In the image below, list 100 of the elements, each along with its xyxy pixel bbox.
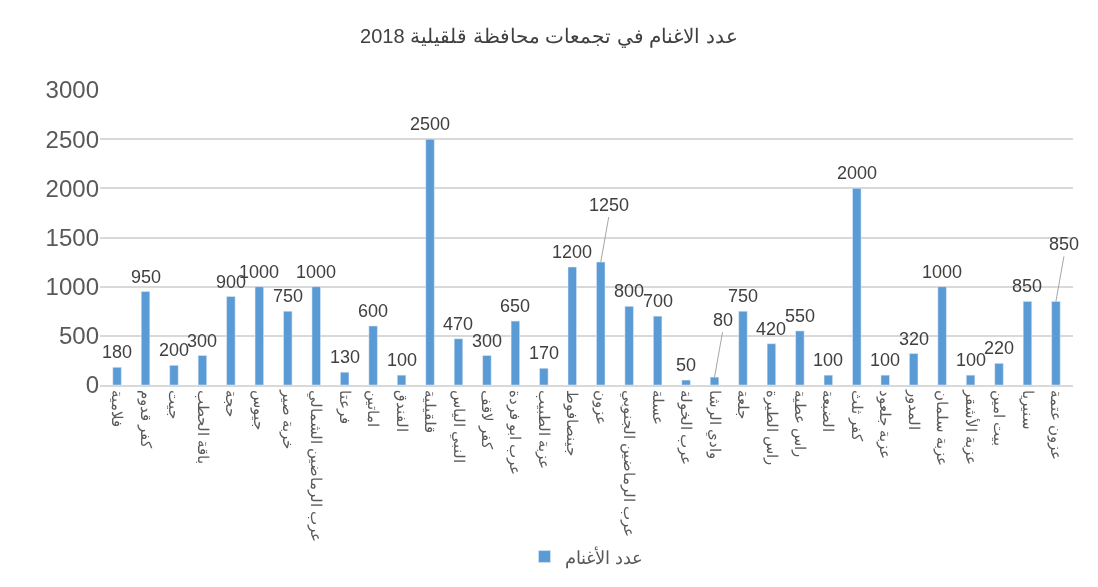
- data-label: 220: [984, 338, 1015, 358]
- bar: [340, 371, 350, 385]
- x-tick-label: جيت: [166, 390, 184, 419]
- bar: [169, 365, 179, 385]
- data-label: 950: [131, 267, 162, 287]
- data-label: 700: [643, 291, 674, 311]
- data-label: 1200: [552, 242, 593, 262]
- bar: [596, 261, 606, 385]
- x-tick-label: المدور: [904, 389, 923, 430]
- x-tick-label: جلعة: [735, 390, 753, 419]
- bar: [482, 355, 492, 385]
- y-tick-label: 1000: [45, 273, 99, 301]
- data-label: 1000: [922, 262, 963, 282]
- data-label: 300: [472, 331, 503, 351]
- data-label: 750: [273, 286, 304, 306]
- bar: [397, 374, 407, 385]
- data-label: 200: [159, 340, 190, 360]
- x-tick-label: فلامية: [109, 390, 127, 427]
- x-tick-label: راس الطيرة: [762, 390, 781, 466]
- bar: [710, 376, 720, 385]
- x-tick-label: الضبعة: [820, 390, 838, 432]
- x-tick-label: عزون عتمة: [1047, 390, 1066, 461]
- bar: [197, 355, 207, 385]
- bar: [823, 374, 833, 385]
- data-label: 130: [330, 347, 361, 367]
- bar: [141, 291, 151, 385]
- x-tick-label: سنيريا: [1018, 390, 1037, 430]
- bar: [624, 306, 634, 385]
- x-tick-label: عزون: [591, 390, 610, 425]
- y-tick-label: 3000: [45, 76, 99, 104]
- bar: [966, 374, 976, 385]
- bar: [738, 311, 748, 385]
- bar: [766, 343, 776, 385]
- data-label: 650: [500, 296, 531, 316]
- x-tick-label: خربة صير: [278, 389, 297, 450]
- data-label: 800: [614, 281, 645, 301]
- x-tick-label: فرعتا: [335, 390, 354, 424]
- x-tick-label: كفر لاقف: [478, 390, 497, 451]
- bar: [254, 286, 264, 385]
- bar: [937, 286, 947, 385]
- data-label: 180: [102, 342, 133, 362]
- x-tick-label: جينصافوط: [563, 390, 582, 456]
- bar: [852, 188, 862, 385]
- data-label: 420: [756, 319, 787, 339]
- chart-title: عدد الاغنام في تجمعات محافظة قلقيلية 2018: [360, 25, 738, 49]
- bar: [510, 320, 520, 385]
- bar: [226, 296, 236, 385]
- data-label: 750: [728, 286, 759, 306]
- bar: [425, 138, 435, 385]
- bar: [1022, 301, 1032, 385]
- bar: [909, 353, 919, 385]
- x-tick-label: النبي الياس: [449, 390, 468, 464]
- y-tick-label: 0: [85, 371, 99, 399]
- x-tick-label: قلقيلية: [422, 390, 440, 433]
- bar: [681, 379, 691, 385]
- bar: [311, 286, 321, 385]
- bar: [368, 325, 378, 385]
- x-tick-label: راس عطية: [791, 390, 810, 458]
- data-label: 1250: [589, 195, 630, 215]
- y-tick-label: 500: [58, 322, 99, 350]
- x-tick-label: الفندق: [392, 390, 411, 432]
- data-label: 170: [529, 343, 560, 363]
- data-label: 550: [785, 306, 816, 326]
- data-label: 320: [899, 329, 930, 349]
- x-tick-label: اماتين: [364, 390, 383, 427]
- bar: [994, 363, 1004, 385]
- y-tick-label: 1500: [45, 223, 99, 251]
- x-tick-label: حجة: [222, 390, 240, 417]
- x-tick-label: عسلة: [649, 390, 667, 425]
- data-label: 100: [870, 350, 901, 370]
- data-label: 1000: [296, 262, 337, 282]
- data-label: 850: [1049, 234, 1080, 254]
- x-tick-label: وادي الرشا: [705, 390, 724, 460]
- data-label: 850: [1012, 276, 1043, 296]
- x-tick-label: جيوس: [250, 390, 269, 430]
- bar: [283, 311, 293, 385]
- x-tick-label: عزبة جلعود: [876, 390, 895, 460]
- bar: [1051, 301, 1061, 385]
- x-tick-label: عزبة الأشقر: [961, 389, 980, 466]
- bar: [112, 367, 122, 385]
- x-tick-label: باقة الحطب: [194, 390, 212, 465]
- data-label: 2000: [837, 163, 878, 183]
- bar: [880, 374, 890, 385]
- y-tick-label: 2500: [45, 125, 99, 153]
- x-tick-label: كفر قدوم: [136, 390, 155, 450]
- x-tick-label: كفر ثلث: [847, 390, 866, 443]
- legend-label: عدد الأغنام: [564, 545, 643, 569]
- bar: [453, 338, 463, 385]
- bar: [567, 266, 577, 385]
- data-label: 80: [713, 310, 734, 330]
- data-label: 470: [443, 314, 474, 334]
- bar: [539, 368, 549, 385]
- data-label: 600: [358, 301, 389, 321]
- x-tick-label: عرب ابو فردة: [506, 390, 525, 476]
- x-tick-label: عرب الرماضين الجنوبي: [620, 390, 639, 538]
- data-label: 50: [676, 355, 697, 375]
- x-tick-label: عرب الرماضين الشمالي: [307, 390, 326, 543]
- data-label: 100: [387, 350, 418, 370]
- x-tick-label: عزبة سلمان: [933, 390, 952, 467]
- y-tick-label: 2000: [45, 174, 99, 202]
